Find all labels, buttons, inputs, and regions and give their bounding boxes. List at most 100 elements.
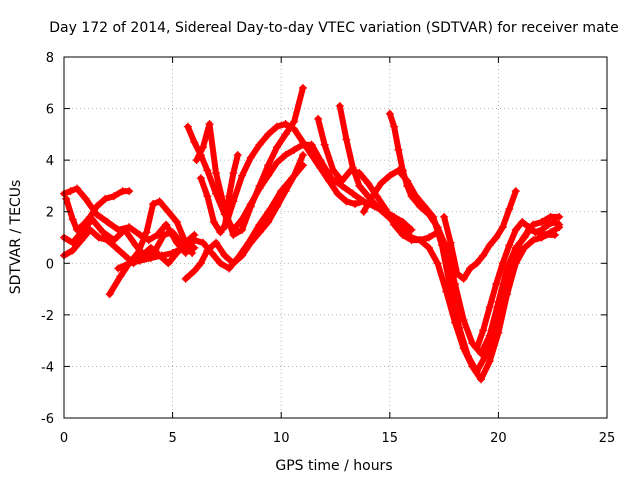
data-point (477, 349, 486, 358)
data-point (203, 166, 212, 175)
data-point (179, 243, 188, 252)
data-point (136, 256, 145, 265)
data-point (416, 202, 425, 211)
series-sat-o (385, 109, 564, 358)
data-point (101, 194, 110, 203)
x-tick-label: 15 (382, 431, 399, 446)
data-point (390, 122, 399, 131)
data-point (485, 331, 494, 340)
data-point (446, 238, 455, 247)
series-group (60, 83, 564, 384)
data-point (196, 174, 205, 183)
data-point (142, 228, 151, 237)
data-point (485, 357, 494, 366)
data-point (120, 251, 129, 260)
data-point (333, 189, 342, 198)
data-point (120, 225, 129, 234)
data-point (146, 254, 155, 263)
data-point (377, 179, 386, 188)
series-line (221, 152, 241, 231)
data-point (320, 140, 329, 149)
chart-title: Day 172 of 2014, Sidereal Day-to-day VTE… (49, 20, 619, 36)
data-point (188, 248, 197, 257)
data-point (99, 228, 108, 237)
data-point (481, 352, 490, 361)
data-point (149, 199, 158, 208)
data-point (485, 303, 494, 312)
data-point (342, 135, 351, 144)
axis-ticks: 0 5 10 15 20 25 -6 -4 -2 0 2 4 6 8 (41, 51, 615, 446)
series-sat-p (440, 187, 520, 283)
data-point (511, 225, 520, 234)
data-point (531, 228, 540, 237)
data-point (455, 323, 464, 332)
x-tick-label: 10 (273, 431, 290, 446)
data-point (546, 212, 555, 221)
data-point (238, 251, 247, 260)
data-point (298, 150, 307, 159)
y-tick-label: 2 (46, 206, 54, 221)
data-point (416, 236, 425, 245)
x-tick-label: 0 (60, 431, 68, 446)
data-point (368, 192, 377, 201)
data-point (264, 218, 273, 227)
data-point (246, 202, 255, 211)
data-point (555, 212, 564, 221)
series-line (63, 188, 133, 233)
series-sat-g (181, 150, 307, 283)
data-point (225, 264, 234, 273)
data-point (537, 225, 546, 234)
data-point (199, 143, 208, 152)
data-point (544, 220, 553, 229)
data-point (555, 220, 564, 229)
data-point (505, 241, 514, 250)
plot-frame (63, 56, 608, 419)
data-point (542, 230, 551, 239)
data-point (77, 236, 86, 245)
data-point (485, 241, 494, 250)
data-point (92, 202, 101, 211)
data-point (190, 236, 199, 245)
y-tick-label: -2 (41, 309, 54, 324)
data-point (494, 297, 503, 306)
data-point (459, 316, 468, 325)
data-point (181, 274, 190, 283)
data-point (433, 259, 442, 268)
data-point (162, 220, 171, 229)
data-point (183, 122, 192, 131)
data-point (246, 153, 255, 162)
series-sat-q (472, 218, 564, 353)
data-point (272, 122, 281, 131)
data-point (394, 145, 403, 154)
data-point (229, 259, 238, 268)
data-point (168, 228, 177, 237)
y-axis-label: SDTVAR / TECUs (8, 180, 24, 295)
data-point (398, 225, 407, 234)
data-point (316, 163, 325, 172)
data-point (403, 181, 412, 190)
data-point (246, 238, 255, 247)
data-point (272, 143, 281, 152)
data-point (407, 192, 416, 201)
data-point (281, 150, 290, 159)
data-point (290, 117, 299, 126)
data-point (351, 199, 360, 208)
data-point (272, 202, 281, 211)
data-point (324, 176, 333, 185)
data-point (450, 279, 459, 288)
y-tick-label: 8 (46, 51, 54, 66)
series-line (441, 188, 519, 282)
data-point (272, 158, 281, 167)
data-point (190, 243, 199, 252)
data-point (524, 223, 533, 232)
data-point (155, 197, 164, 206)
y-tick-label: 6 (46, 103, 54, 118)
data-point (105, 290, 114, 299)
data-point (255, 228, 264, 237)
data-point (307, 140, 316, 149)
data-point (203, 192, 212, 201)
series-sat-k (220, 150, 242, 232)
data-point (494, 328, 503, 337)
data-point (212, 238, 221, 247)
data-point (255, 181, 264, 190)
